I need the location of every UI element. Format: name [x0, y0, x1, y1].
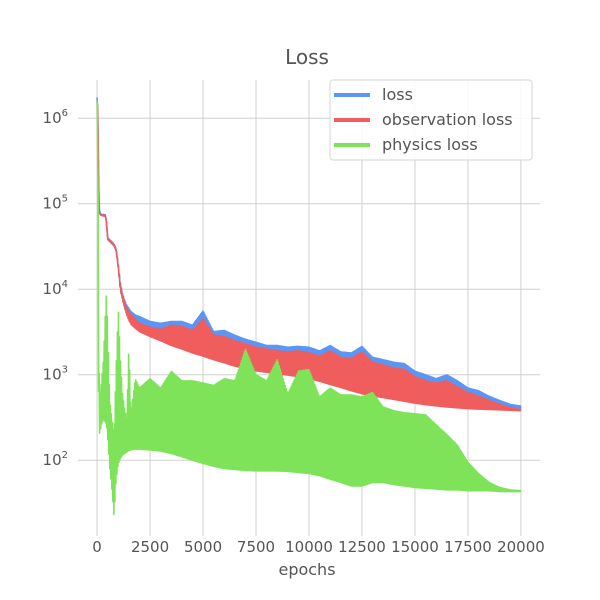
x-tick-label: 0 — [92, 538, 102, 556]
y-tick-label: 102 — [43, 450, 68, 469]
x-tick-label: 15000 — [391, 538, 439, 556]
x-tick-label: 2500 — [131, 538, 169, 556]
legend-label: loss — [382, 85, 413, 104]
x-tick-label: 10000 — [285, 538, 333, 556]
legend-label: observation loss — [382, 110, 513, 129]
chart-title: Loss — [285, 45, 329, 69]
x-axis-ticks: 0 2500 5000 7500 10000 12500 15000 17500 20000 — [92, 538, 544, 556]
legend: loss observation loss physics loss — [329, 79, 533, 161]
x-tick-label: 7500 — [237, 538, 275, 556]
x-tick-label: 20000 — [497, 538, 545, 556]
x-axis-label: epochs — [278, 560, 335, 579]
legend-label: physics loss — [382, 135, 478, 154]
series-line-physics-loss — [96, 100, 522, 516]
y-tick-label: 103 — [43, 365, 68, 384]
x-tick-label: 12500 — [338, 538, 386, 556]
x-tick-label: 17500 — [444, 538, 492, 556]
x-tick-label: 5000 — [184, 538, 222, 556]
y-tick-label: 105 — [43, 194, 68, 213]
y-axis-ticks: 102 103 104 105 106 — [43, 108, 68, 469]
legend-frame — [329, 79, 533, 161]
plot-area — [96, 97, 522, 516]
y-tick-label: 104 — [43, 279, 68, 298]
y-tick-label: 106 — [43, 108, 68, 127]
